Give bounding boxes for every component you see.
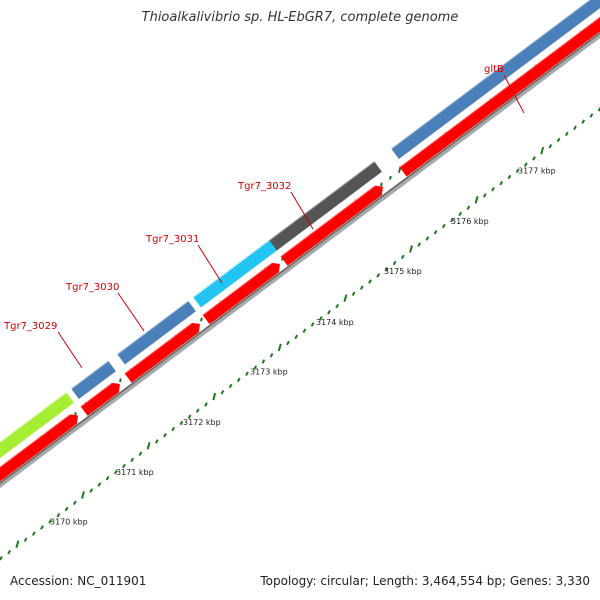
gene-label: Tgr7_3030 — [65, 282, 119, 293]
map-title: Thioalkalivibrio sp. HL-EbGR7, complete … — [141, 10, 459, 25]
scale-tick-label: 3175 kbp — [384, 267, 422, 276]
accession-text: Accession: NC_011901 — [10, 574, 147, 588]
gene-label: Tgr7_3029 — [3, 321, 57, 332]
reverse-gene-block — [398, 15, 600, 177]
forward-gene-block — [70, 360, 116, 399]
reverse-gene-block — [79, 378, 120, 416]
forward-gene-block — [116, 300, 196, 365]
scale-tick-label: 3171 kbp — [116, 468, 154, 477]
gene-label: Tgr7_3032 — [237, 181, 291, 192]
reverse-gene-block — [201, 258, 280, 325]
reverse-gene-block — [123, 318, 200, 383]
scale-tick-label: 3173 kbp — [250, 368, 288, 377]
gene-label-group: Tgr7_3029 — [3, 321, 83, 369]
scale-tick-label: 3172 kbp — [183, 418, 221, 427]
inner-tick-row — [0, 107, 600, 561]
forward-gene-block — [0, 391, 74, 459]
scale-labels: 3170 kbp 3171 kbp 3172 kbp 3173 kbp 3174 kbp… — [50, 167, 556, 527]
scale-tick-label: 3177 kbp — [518, 167, 556, 176]
gene-label-group: Tgr7_3031 — [145, 234, 223, 284]
scale-tick-label: 3170 kbp — [50, 518, 88, 527]
forward-gene-block — [192, 237, 279, 308]
gene-label-group: Tgr7_3030 — [65, 282, 145, 332]
forward-gene-block — [268, 160, 382, 251]
gene-label: Tgr7_3031 — [145, 234, 199, 245]
genome-backbone — [0, 31, 600, 489]
gene-label: gltB — [484, 64, 504, 75]
scale-tick-label: 3174 kbp — [316, 318, 354, 327]
reverse-gene-block — [0, 409, 78, 482]
gene-labels: Tgr7_3029 Tgr7_3030 Tgr7_3031 Tgr7_3032 gltB — [3, 64, 525, 369]
forward-gene-block — [390, 0, 600, 159]
tracks — [0, 0, 600, 489]
gene-label-group: Tgr7_3032 — [237, 181, 314, 230]
scale-tick-label: 3176 kbp — [451, 217, 489, 226]
gene-label-group: gltB — [484, 64, 525, 114]
reverse-gene-block — [279, 181, 383, 266]
genome-summary-text: Topology: circular; Length: 3,464,554 bp… — [260, 574, 590, 588]
